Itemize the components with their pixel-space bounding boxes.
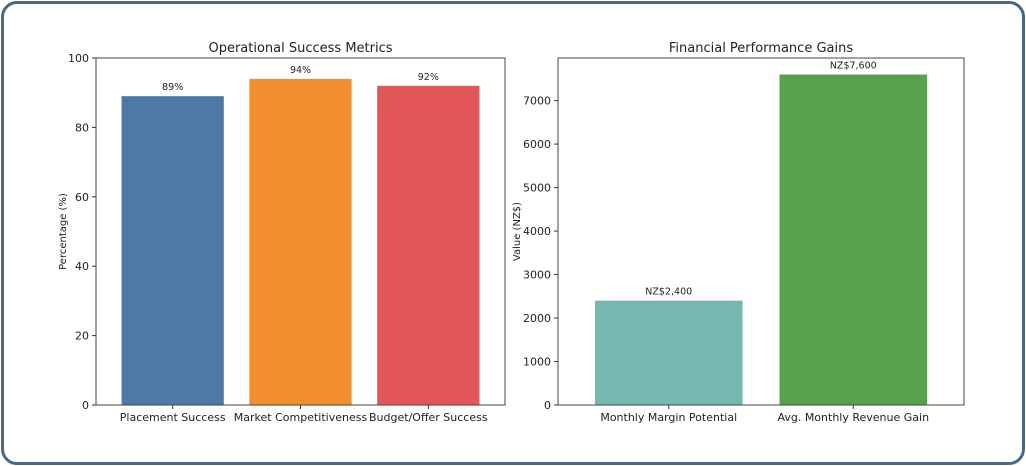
chart2-y-tick-label: 0 <box>544 399 551 412</box>
chart2-y-tick-label: 5000 <box>523 182 551 195</box>
chart1-y-tick-label: 40 <box>75 260 89 273</box>
chart1-data-label: 94% <box>290 65 311 76</box>
chart2-y-tick-label: 7000 <box>523 95 551 108</box>
chart1-y-tick-label: 20 <box>75 330 89 343</box>
chart2-data-label: NZ$7,600 <box>830 61 877 72</box>
chart1-data-label: 89% <box>162 82 183 93</box>
chart2-y-tick-label: 4000 <box>523 225 551 238</box>
chart2-x-tick-label: Monthly Margin Potential <box>600 411 737 424</box>
chart1-y-tick-label: 60 <box>75 191 89 204</box>
chart1-y-axis-label: Percentage (%) <box>58 193 69 270</box>
chart2-title: Financial Performance Gains <box>669 41 853 56</box>
chart1-bar <box>249 78 352 405</box>
chart2-x-tick-label: Avg. Monthly Revenue Gain <box>777 411 929 424</box>
chart1-bar <box>377 85 480 405</box>
chart1-x-tick-label: Budget/Offer Success <box>369 411 488 424</box>
chart1-axes-frame <box>95 57 506 406</box>
chart1-x-tick-label: Market Competitiveness <box>234 411 368 424</box>
chart1-y-tick-label: 100 <box>68 52 89 65</box>
chart1-x-tick-label: Placement Success <box>120 411 226 424</box>
chart2-bar <box>594 300 743 405</box>
chart1-title: Operational Success Metrics <box>208 41 392 56</box>
chart2-bar <box>779 74 928 406</box>
chart2-y-tick-label: 1000 <box>523 356 551 369</box>
chart2-axes-frame <box>557 57 965 406</box>
chart1-data-label: 92% <box>418 72 439 83</box>
chart1-y-tick-label: 80 <box>75 121 89 134</box>
chart2-y-tick-label: 6000 <box>523 138 551 151</box>
chart2-y-tick-label: 2000 <box>523 312 551 325</box>
chart2-y-axis-label: Value (NZ$) <box>512 202 523 261</box>
chart1-bar <box>121 96 224 406</box>
chart1-y-tick-label: 0 <box>82 399 89 412</box>
chart2-y-tick-label: 3000 <box>523 269 551 282</box>
chart2-data-label: NZ$2,400 <box>645 287 692 298</box>
